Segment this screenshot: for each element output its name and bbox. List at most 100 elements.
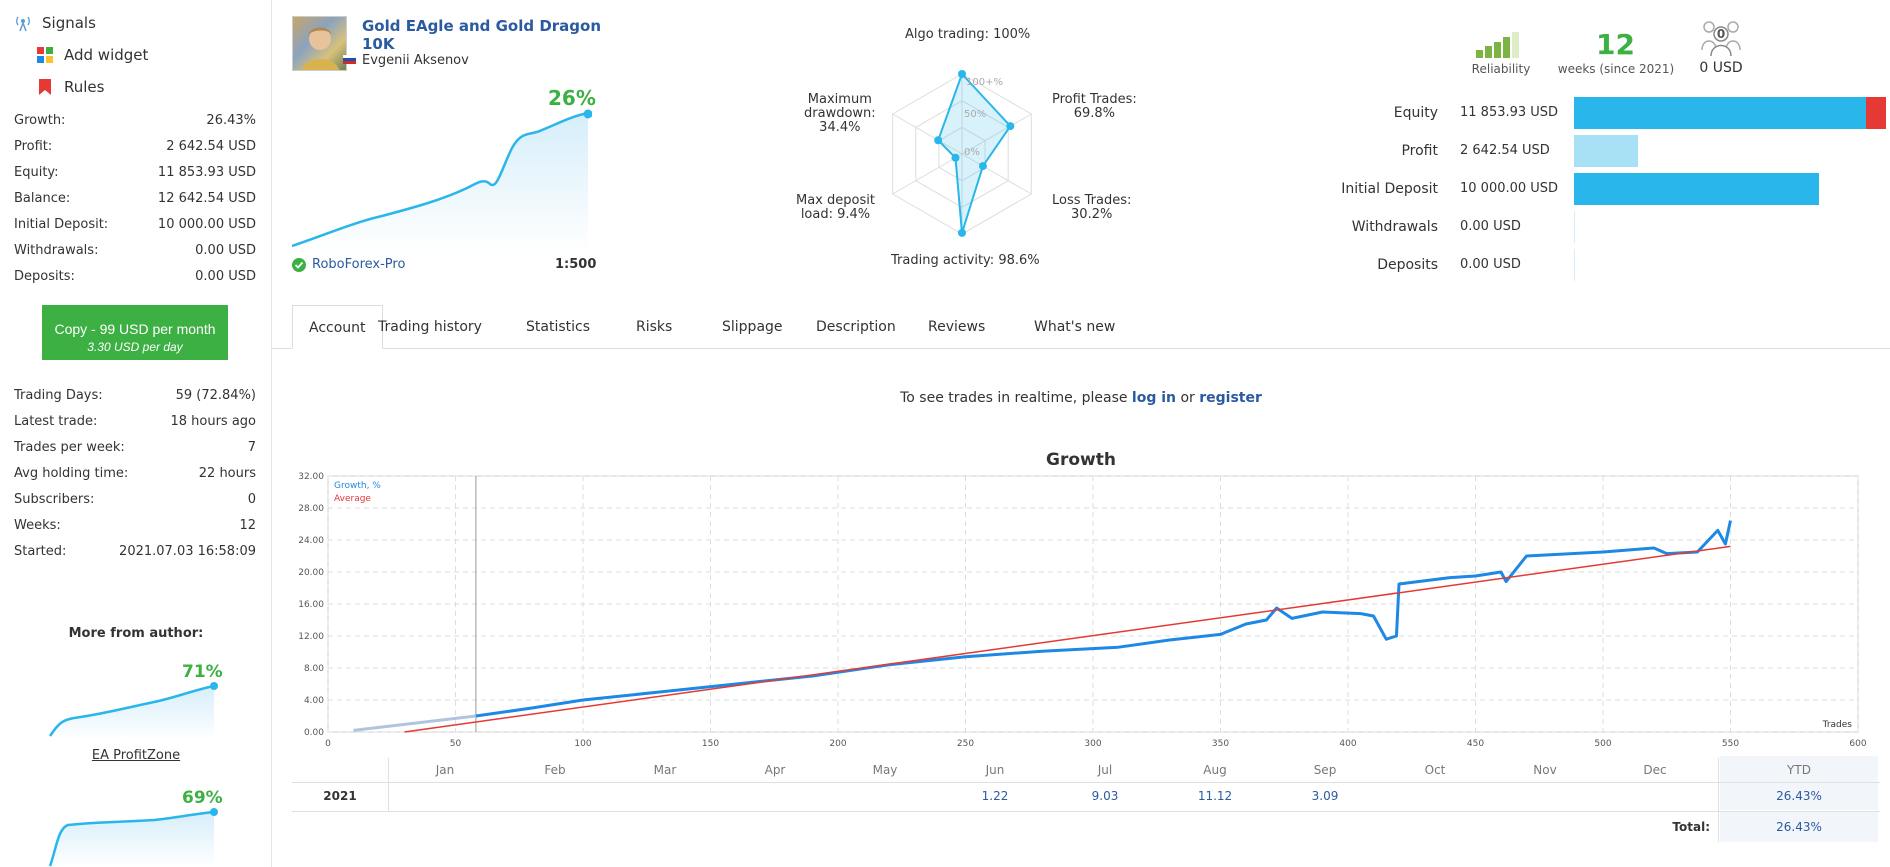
radar-loss-value: 30.2% (1071, 207, 1113, 222)
growth-chart-title: Growth (1046, 450, 1116, 470)
radar-profit-value: 69.8% (1073, 106, 1116, 121)
year-label: 2021 (323, 789, 357, 803)
signal-author[interactable]: Evgenii Aksenov (362, 53, 469, 68)
copy-button[interactable]: Copy - 99 USD per month 3.30 USD per day (42, 305, 228, 360)
widget-icon (36, 46, 54, 64)
stat-row: Deposits: 0.00 USD (14, 268, 256, 286)
x-tick-label: 0 (325, 739, 331, 749)
tab-reviews[interactable]: Reviews (928, 319, 986, 335)
stat-value: 2021.07.03 16:58:09 (119, 544, 256, 559)
bar-value: 11 853.93 USD (1460, 105, 1559, 120)
tab-account[interactable]: Account (292, 305, 383, 349)
month-header: Aug (1203, 763, 1227, 777)
y-tick-label: 16.00 (298, 600, 324, 610)
avatar[interactable] (292, 16, 347, 71)
realtime-text-or: or (1176, 390, 1200, 406)
growth-chart: 0.00 4.00 8.00 12.00 16.00 20.00 24.00 28.00 32.… (298, 472, 1867, 749)
nav-add-widget[interactable]: Add widget (36, 46, 148, 64)
radar-dd-title2: drawdown: (804, 106, 876, 121)
month-header: Oct (1424, 763, 1446, 777)
radar-label-max-deposit-load: Max deposit load: 9.4% (796, 194, 875, 222)
ytd-header: YTD (1720, 756, 1878, 784)
radar-point (958, 70, 966, 78)
x-tick-label: 450 (1467, 739, 1484, 749)
more-signal-1-chart[interactable] (44, 670, 234, 740)
total-label: Total: (1672, 820, 1710, 834)
stat-label: Started: (14, 544, 67, 559)
radar-point (951, 153, 960, 162)
x-tick-label: 150 (702, 739, 719, 749)
x-tick-label: 250 (957, 739, 974, 749)
radar-point (1006, 122, 1015, 131)
radar-dd-value: 34.4% (819, 120, 861, 135)
table-divider (388, 758, 389, 811)
tab-what-s-new[interactable]: What's new (1034, 319, 1116, 335)
signal-title[interactable]: Gold EAgle and Gold Dragon 10K (362, 17, 602, 53)
ytd-value: 26.43% (1720, 782, 1878, 810)
bar-value: 10 000.00 USD (1460, 181, 1559, 196)
radar-dd-title: Maximum (807, 92, 872, 107)
subscribers-usd: 0 USD (1699, 60, 1743, 76)
tab-bar: Account Trading history Statistics Risks Sli… (272, 305, 1890, 349)
nav-rules[interactable]: Rules (36, 78, 104, 96)
stat-value: 0.00 USD (195, 243, 256, 258)
more-from-author-title: More from author: (68, 626, 204, 641)
tab-trading-history[interactable]: Trading history (378, 319, 482, 335)
stat-value: 12 (239, 518, 256, 533)
stat-row: Weeks: 12 (14, 517, 256, 535)
stat-label: Weeks: (14, 518, 61, 533)
stat-label: Latest trade: (14, 414, 98, 429)
radar-ring-50: 50% (964, 109, 986, 120)
stat-row: Profit: 2 642.54 USD (14, 138, 256, 156)
bar-label: Profit (1401, 143, 1438, 159)
y-tick-label: 12.00 (298, 632, 324, 642)
radar-ring-0: 0% (964, 147, 980, 158)
nav-signals[interactable]: Signals (14, 14, 96, 32)
x-tick-label: 600 (1849, 739, 1866, 749)
stat-value: 10 000.00 USD (157, 217, 256, 232)
register-link[interactable]: register (1199, 390, 1262, 406)
month-header: Jul (1097, 763, 1113, 777)
radar-axis (892, 113, 963, 155)
tab-statistics[interactable]: Statistics (526, 319, 590, 335)
stat-label: Avg holding time: (14, 466, 129, 481)
subscribers-count: 0 (1716, 27, 1726, 41)
bar-label: Initial Deposit (1341, 181, 1438, 197)
x-tick-label: 50 (450, 739, 462, 749)
tab-slippage[interactable]: Slippage (722, 319, 783, 335)
broker-link[interactable]: RoboForex-Pro (292, 257, 405, 272)
radar-loss-title: Loss Trades: (1052, 193, 1132, 208)
x-tick-label: 200 (829, 739, 846, 749)
tab-risks[interactable]: Risks (636, 319, 673, 335)
legend-growth: Growth, % (334, 481, 381, 491)
more-signal-2-chart[interactable] (44, 800, 234, 867)
x-tick-label: 500 (1594, 739, 1611, 749)
russia-flag-icon (343, 55, 356, 64)
month-value: 11.12 (1197, 789, 1233, 803)
bar-fill (1574, 211, 1575, 243)
stat-label: Trades per week: (14, 440, 125, 455)
nav-label: Add widget (64, 46, 149, 64)
stat-label: Balance: (14, 191, 71, 206)
more-signal-1-name[interactable]: EA ProfitZone (91, 748, 181, 763)
x-tick-label: 350 (1212, 739, 1229, 749)
broker-name: RoboForex-Pro (312, 257, 406, 272)
tab-description[interactable]: Description (816, 319, 896, 335)
nav-label: Signals (42, 14, 96, 32)
stat-value: 12 642.54 USD (157, 191, 256, 206)
month-header: May (872, 763, 898, 777)
bar-value: 2 642.54 USD (1460, 143, 1550, 158)
antenna-icon (14, 14, 32, 32)
table-divider (1718, 758, 1719, 842)
bar-fill (1574, 135, 1638, 167)
series-prefix-line (353, 714, 477, 732)
bar-value: 0.00 USD (1460, 257, 1521, 272)
y-tick-label: 24.00 (298, 536, 324, 546)
nav-label: Rules (64, 78, 105, 96)
month-header: Mar (653, 763, 677, 777)
stat-label: Equity: (14, 165, 59, 180)
month-header: Apr (764, 763, 786, 777)
login-link[interactable]: log in (1131, 390, 1176, 406)
radar-axis (961, 153, 1032, 195)
bar-fill (1574, 249, 1575, 281)
